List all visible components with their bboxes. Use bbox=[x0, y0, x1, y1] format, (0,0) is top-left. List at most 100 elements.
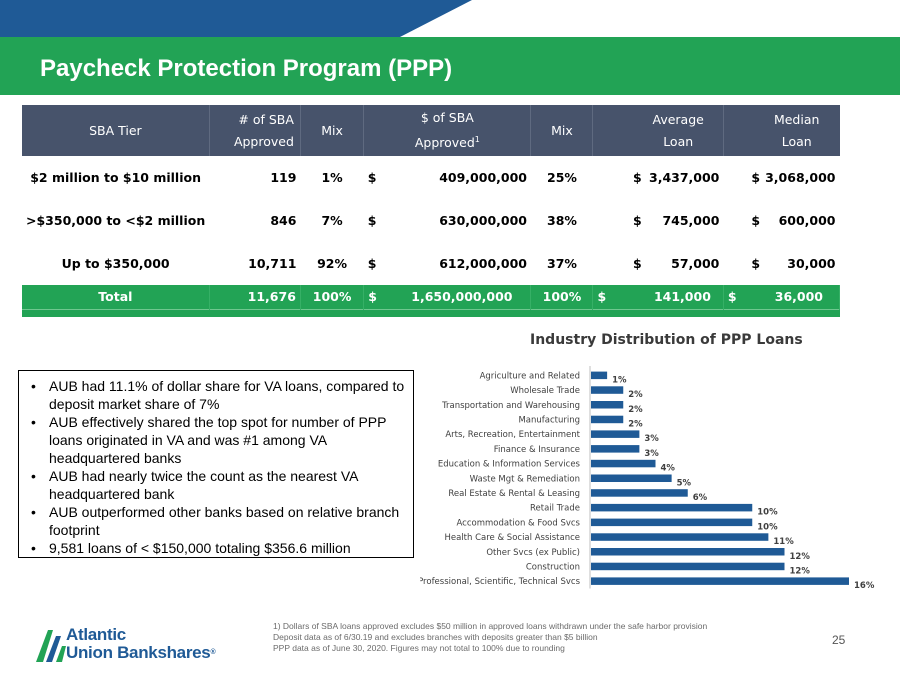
bar bbox=[591, 401, 624, 409]
cell-dollar-mix: 100% bbox=[530, 285, 594, 309]
header-avg-line1: Average bbox=[652, 111, 704, 127]
cell-count: 11,676 bbox=[209, 285, 301, 309]
header-mix2: Mix bbox=[530, 105, 594, 156]
cell-dollars: $409,000,000 bbox=[364, 156, 531, 199]
bar bbox=[591, 415, 624, 424]
page-number: 25 bbox=[832, 633, 846, 647]
key-points-list: AUB had 11.1% of dollar share for VA loa… bbox=[29, 377, 405, 557]
currency-symbol: $ bbox=[632, 213, 642, 228]
cell-tier: Up to $350,000 bbox=[61, 256, 170, 271]
cell-dollars: $1,650,000,000 bbox=[363, 285, 532, 309]
atlantic-union-logo-icon bbox=[36, 630, 66, 662]
category-label: Construction bbox=[526, 562, 580, 572]
category-label: Transportation and Warehousing bbox=[441, 401, 580, 411]
cell-mix: 100% bbox=[300, 285, 365, 309]
currency-symbol: $ bbox=[632, 256, 642, 271]
cell-avg: $3,437,000 bbox=[593, 156, 723, 199]
currency-symbol: $ bbox=[751, 170, 761, 185]
cell-avg: $57,000 bbox=[593, 242, 723, 285]
data-label: 12% bbox=[790, 552, 811, 562]
footnote-line: PPP data as of June 30, 2020. Figures ma… bbox=[273, 643, 565, 653]
data-label: 16% bbox=[854, 581, 875, 591]
header-median-loan: Median Loan bbox=[723, 105, 839, 156]
currency-symbol: $ bbox=[632, 170, 642, 185]
bar bbox=[591, 518, 753, 527]
avg-value: 141,000 bbox=[653, 289, 711, 305]
data-label: 10% bbox=[757, 522, 778, 532]
header-sba-tier: SBA Tier bbox=[22, 105, 210, 156]
cell-count: 846 bbox=[270, 213, 297, 228]
data-label: 1% bbox=[612, 375, 627, 385]
footnote-line: Deposit data as of 6/30.19 and excludes … bbox=[273, 632, 598, 642]
bar bbox=[591, 430, 640, 438]
avg-value: 57,000 bbox=[671, 256, 720, 271]
bar bbox=[591, 533, 769, 541]
avg-value: 745,000 bbox=[662, 213, 720, 228]
data-label: 3% bbox=[644, 449, 659, 459]
cell-avg: $141,000 bbox=[592, 285, 724, 309]
cell-dollars: $630,000,000 bbox=[364, 199, 531, 242]
table-total-row: Total 11,676 100% $1,650,000,000 100% $1… bbox=[22, 285, 841, 309]
dollar-value: 630,000,000 bbox=[439, 213, 527, 228]
currency-symbol: $ bbox=[597, 289, 607, 305]
currency-symbol: $ bbox=[367, 213, 377, 228]
category-label: Arts, Recreation, Entertainment bbox=[445, 430, 580, 440]
list-item: AUB had nearly twice the count as the ne… bbox=[29, 467, 405, 503]
bar bbox=[591, 445, 640, 453]
cell-mix: 92% bbox=[317, 256, 348, 271]
data-label: 2% bbox=[628, 419, 643, 429]
footnotes: 1) Dollars of SBA loans approved exclude… bbox=[273, 621, 707, 654]
cell-dollar-mix: 38% bbox=[547, 213, 577, 228]
cell-dollar-mix: 37% bbox=[547, 256, 577, 271]
logo-line2: Union Bankshares® bbox=[66, 644, 216, 662]
list-item: AUB had 11.1% of dollar share for VA loa… bbox=[29, 377, 405, 413]
table-row: Up to $350,000 10,711 92% $612,000,000 3… bbox=[22, 242, 840, 285]
avg-value: 3,437,000 bbox=[649, 170, 720, 185]
currency-symbol: $ bbox=[751, 213, 761, 228]
median-value: 600,000 bbox=[778, 213, 836, 228]
category-label: Manufacturing bbox=[518, 415, 580, 425]
category-label: Wholesale Trade bbox=[510, 386, 580, 396]
industry-distribution-chart: Agriculture and Related 1% Wholesale Trade… bbox=[420, 366, 875, 591]
table-row: >$350,000 to <$2 million 846 7% $630,000… bbox=[22, 199, 840, 242]
category-label: Finance & Insurance bbox=[494, 445, 580, 455]
header-med-line1: Median bbox=[773, 111, 820, 127]
bar bbox=[591, 386, 624, 394]
cell-median: $600,000 bbox=[723, 199, 839, 242]
data-label: 2% bbox=[628, 390, 643, 400]
dollar-value: 409,000,000 bbox=[439, 170, 527, 185]
data-label: 5% bbox=[677, 478, 692, 488]
bar bbox=[591, 577, 849, 585]
list-item: 9,581 loans of < $150,000 totaling $356.… bbox=[29, 539, 405, 557]
footnote-marker: 1 bbox=[474, 134, 480, 144]
category-label: Retail Trade bbox=[530, 504, 580, 514]
cell-tier: >$350,000 to <$2 million bbox=[26, 213, 206, 228]
currency-symbol: $ bbox=[751, 256, 761, 271]
cell-tier: $2 million to $10 million bbox=[30, 170, 201, 185]
category-label: Waste Mgt & Remediation bbox=[470, 474, 580, 484]
dollar-value: 1,650,000,000 bbox=[411, 289, 513, 305]
median-value: 30,000 bbox=[787, 256, 836, 271]
sba-tier-table: SBA Tier # of SBA Approved Mix $ of SBA … bbox=[22, 105, 841, 317]
bar bbox=[591, 371, 608, 380]
category-label: Accommodation & Food Svcs bbox=[456, 518, 580, 528]
category-label: Health Care & Social Assistance bbox=[444, 533, 580, 543]
header-med-line2: Loan bbox=[781, 133, 812, 149]
logo-wordmark: Atlantic Union Bankshares® bbox=[66, 626, 216, 662]
title-bar bbox=[0, 37, 900, 95]
header-dollar-approved: $ of SBA Approved1 bbox=[363, 105, 532, 156]
header-dollar-line1: $ of SBA bbox=[420, 109, 474, 125]
median-value: 3,068,000 bbox=[765, 170, 836, 185]
cell-dollar-mix: 25% bbox=[547, 170, 577, 185]
page-title: Paycheck Protection Program (PPP) bbox=[40, 55, 453, 82]
header-average-loan: Average Loan bbox=[592, 105, 724, 156]
category-label: Other Svcs (ex Public) bbox=[486, 548, 580, 558]
bar bbox=[591, 548, 785, 556]
cell-mix: 7% bbox=[321, 213, 343, 228]
header-avg-line2: Loan bbox=[663, 133, 694, 149]
median-value: 36,000 bbox=[774, 289, 823, 305]
header-num-line2: Approved bbox=[233, 133, 294, 149]
cell-count: 10,711 bbox=[248, 256, 297, 271]
currency-symbol: $ bbox=[367, 256, 377, 271]
data-label: 2% bbox=[628, 405, 643, 415]
